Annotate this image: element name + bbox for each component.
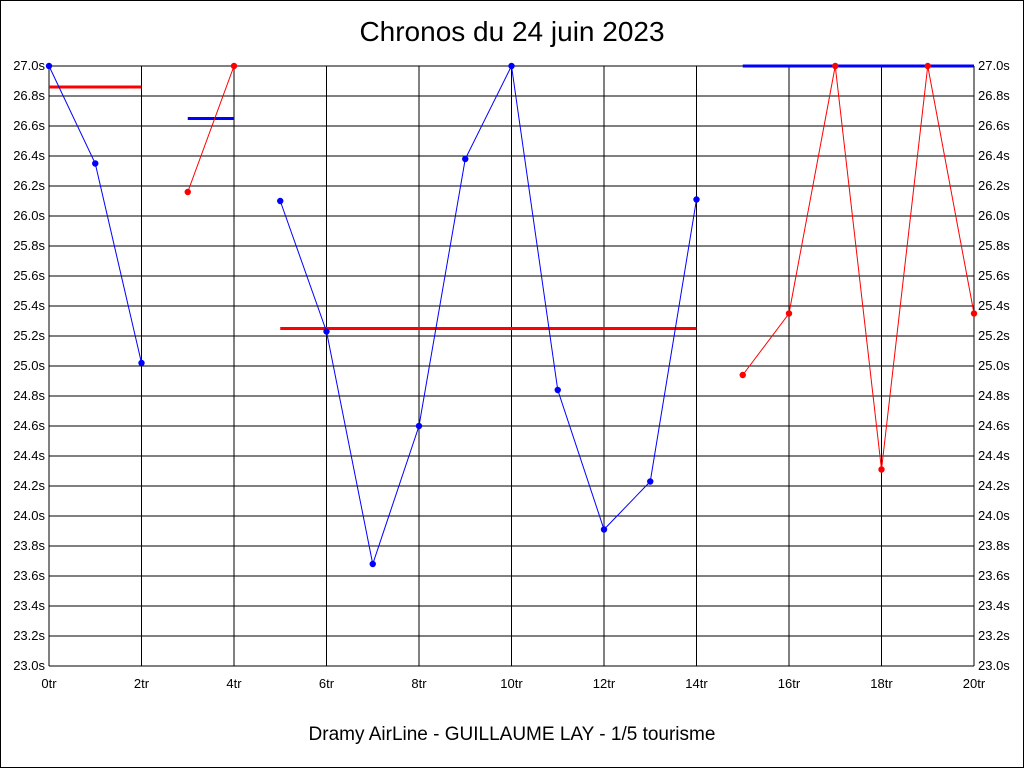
x-tick-label: 12tr bbox=[593, 676, 616, 691]
x-tick-label: 2tr bbox=[134, 676, 150, 691]
y-tick-label-left: 23.8s bbox=[13, 538, 45, 553]
y-tick-label-left: 26.0s bbox=[13, 208, 45, 223]
y-tick-label-left: 23.4s bbox=[13, 598, 45, 613]
y-tick-label-right: 23.8s bbox=[978, 538, 1010, 553]
average-lines bbox=[49, 64, 974, 330]
y-tick-label-left: 24.8s bbox=[13, 388, 45, 403]
grid bbox=[48, 65, 975, 667]
tick-labels: 23.0s 23.0s 23.2s 23.2s 23.4s 23.4s 23.6s 23.6s… bbox=[13, 58, 1010, 691]
data-point bbox=[45, 62, 53, 70]
y-tick-label-right: 25.8s bbox=[978, 238, 1010, 253]
data-point bbox=[832, 62, 839, 70]
y-tick-label-right: 27.0s bbox=[978, 58, 1010, 73]
y-tick-label-right: 23.4s bbox=[978, 598, 1010, 613]
data-point bbox=[323, 328, 330, 335]
series-lines bbox=[45, 62, 978, 568]
y-tick-label-right: 26.6s bbox=[978, 118, 1010, 133]
x-tick-label: 4tr bbox=[226, 676, 242, 691]
x-tick-label: 20tr bbox=[963, 676, 986, 691]
y-tick-label-left: 23.6s bbox=[13, 568, 45, 583]
y-tick-label-left: 25.8s bbox=[13, 238, 45, 253]
y-tick-label-left: 25.6s bbox=[13, 268, 45, 283]
y-tick-label-right: 25.2s bbox=[978, 328, 1010, 343]
y-tick-label-left: 27.0s bbox=[13, 58, 45, 73]
data-point bbox=[508, 62, 515, 70]
y-tick-label-right: 26.8s bbox=[978, 88, 1010, 103]
chart-title: Chronos du 24 juin 2023 bbox=[359, 16, 665, 47]
y-tick-label-left: 24.2s bbox=[13, 478, 45, 493]
y-tick-label-left: 24.0s bbox=[13, 508, 45, 523]
x-tick-label: 6tr bbox=[319, 676, 335, 691]
y-tick-label-right: 26.4s bbox=[978, 148, 1010, 163]
y-tick-label-right: 24.0s bbox=[978, 508, 1010, 523]
x-tick-label: 10tr bbox=[500, 676, 523, 691]
y-tick-label-left: 26.6s bbox=[13, 118, 45, 133]
data-point bbox=[230, 62, 238, 70]
data-point bbox=[415, 422, 423, 430]
x-tick-label: 14tr bbox=[685, 676, 708, 691]
y-tick-label-right: 23.0s bbox=[978, 658, 1010, 673]
data-point bbox=[554, 386, 561, 394]
series-line bbox=[187, 65, 235, 193]
data-point bbox=[462, 155, 469, 163]
y-tick-label-right: 26.2s bbox=[978, 178, 1010, 193]
y-tick-label-left: 23.0s bbox=[13, 658, 45, 673]
y-tick-label-right: 24.6s bbox=[978, 418, 1010, 433]
y-tick-label-right: 25.4s bbox=[978, 298, 1010, 313]
data-point bbox=[138, 359, 145, 367]
x-tick-label: 0tr bbox=[41, 676, 57, 691]
data-point bbox=[369, 560, 376, 568]
data-point bbox=[878, 466, 885, 473]
y-tick-label-right: 24.4s bbox=[978, 448, 1010, 463]
y-tick-label-right: 26.0s bbox=[978, 208, 1010, 223]
x-tick-label: 18tr bbox=[870, 676, 893, 691]
y-tick-label-right: 23.2s bbox=[978, 628, 1010, 643]
y-tick-label-left: 26.8s bbox=[13, 88, 45, 103]
series-line bbox=[48, 65, 142, 364]
y-tick-label-left: 25.0s bbox=[13, 358, 45, 373]
data-point bbox=[739, 371, 746, 379]
y-tick-label-left: 24.4s bbox=[13, 448, 45, 463]
chart-subtitle: Dramy AirLine - GUILLAUME LAY - 1/5 tour… bbox=[308, 724, 716, 745]
data-point bbox=[600, 526, 608, 533]
data-point bbox=[924, 62, 931, 70]
data-point bbox=[92, 160, 99, 167]
y-tick-label-right: 24.8s bbox=[978, 388, 1010, 403]
x-tick-label: 16tr bbox=[778, 676, 801, 691]
data-point bbox=[277, 197, 284, 205]
data-point bbox=[184, 188, 191, 196]
y-tick-label-right: 24.2s bbox=[978, 478, 1010, 493]
y-tick-label-left: 26.2s bbox=[13, 178, 45, 193]
series-line bbox=[279, 64, 697, 566]
y-tick-label-left: 24.6s bbox=[13, 418, 45, 433]
data-point bbox=[785, 310, 793, 317]
y-tick-label-right: 23.6s bbox=[978, 568, 1010, 583]
y-tick-label-right: 25.6s bbox=[978, 268, 1010, 283]
data-point bbox=[693, 196, 700, 203]
data-point bbox=[970, 310, 978, 317]
y-tick-label-left: 25.4s bbox=[13, 298, 45, 313]
data-point bbox=[647, 478, 654, 485]
series-line bbox=[742, 65, 975, 470]
y-tick-label-right: 25.0s bbox=[978, 358, 1010, 373]
y-tick-label-left: 23.2s bbox=[13, 628, 45, 643]
y-tick-label-left: 26.4s bbox=[13, 148, 45, 163]
y-tick-label-left: 25.2s bbox=[13, 328, 45, 343]
x-tick-label: 8tr bbox=[411, 676, 427, 691]
